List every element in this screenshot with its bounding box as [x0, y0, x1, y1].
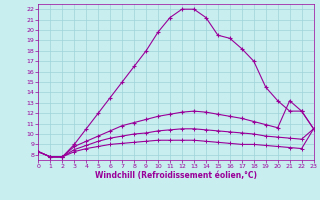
- X-axis label: Windchill (Refroidissement éolien,°C): Windchill (Refroidissement éolien,°C): [95, 171, 257, 180]
